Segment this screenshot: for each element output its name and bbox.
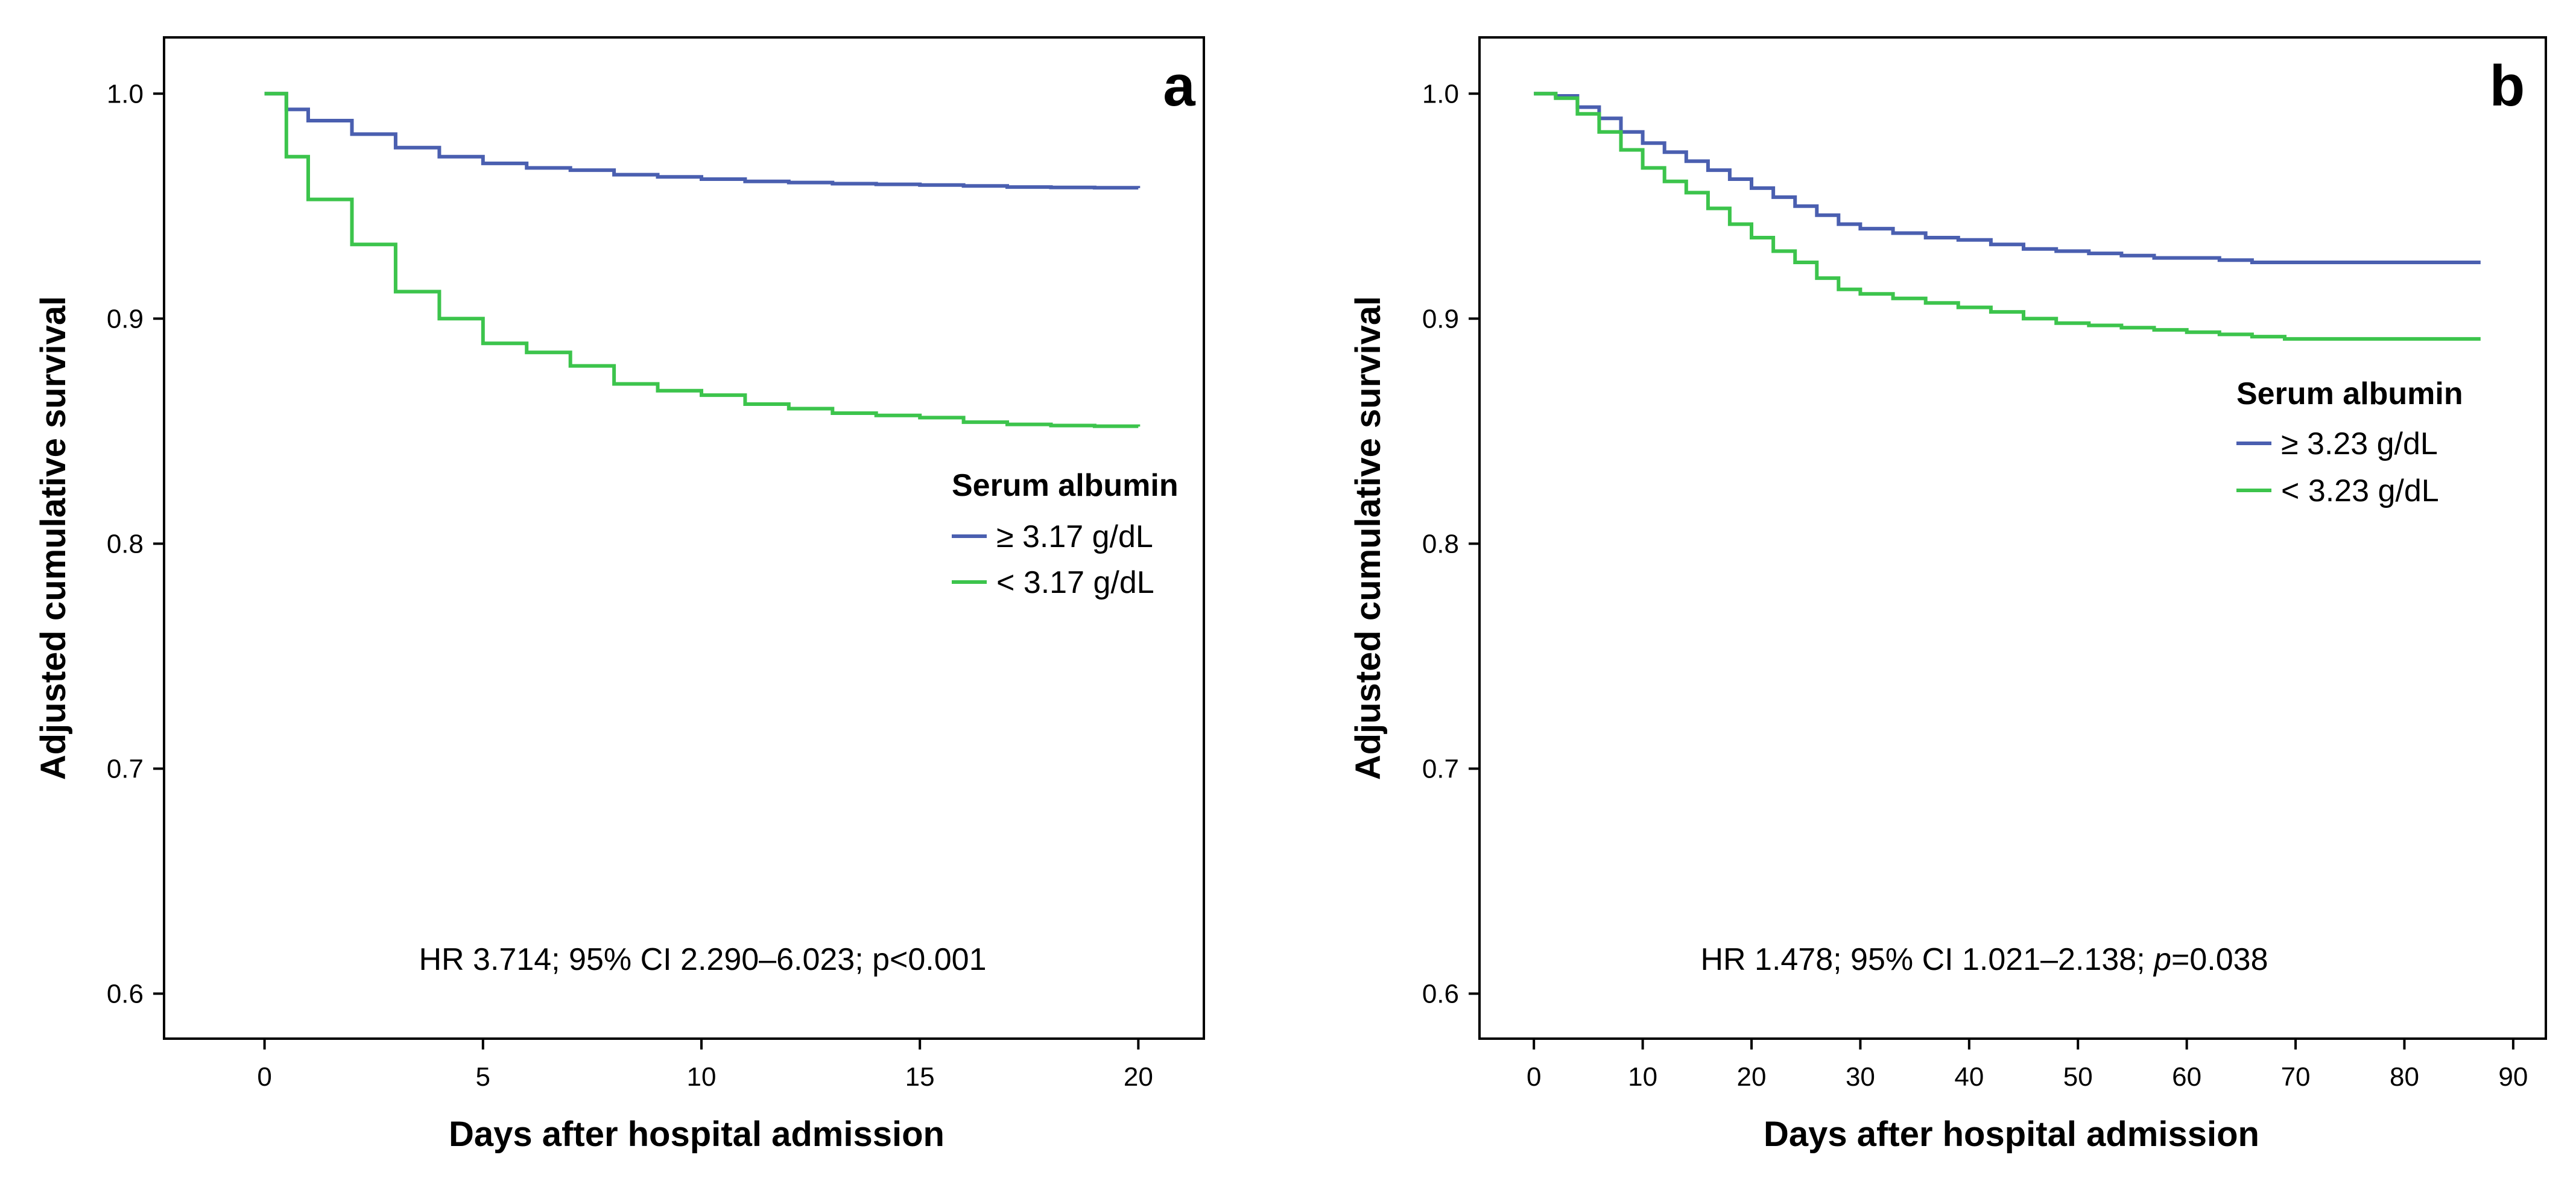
panel-b-x-axis-label: Days after hospital admission [1764,1115,2259,1154]
panel-b-label: b [2490,54,2525,118]
panel-b-legend-item-high: ≥ 3.23 g/dL [2281,426,2438,461]
panel-a-survival-curve-high-albumin [264,92,1141,190]
panel-a-label: a [1163,54,1195,118]
panel-b-annotation-p-value: =0.038 [2171,942,2268,977]
panel-a-x-tick-label: 20 [1124,1062,1153,1092]
panel-b-y-tick-label: 0.6 [1422,979,1459,1008]
panel-b-x-tick-label: 90 [2498,1062,2528,1092]
panel-a-plot-frame [163,36,1205,1040]
panel-a-x-tick-label: 10 [686,1062,716,1092]
panel-b: 0.6 0.7 0.8 0.9 1.0 0 10 20 30 40 50 60 70 80 90 b Da… [1349,36,2547,1154]
panel-a-y-tick-label: 1.0 [107,79,144,109]
panel-b-x-tick-label: 60 [2172,1062,2201,1092]
panel-a-x-tick-label: 0 [257,1062,271,1092]
panel-b-x-tick-label: 70 [2281,1062,2311,1092]
panel-a-hazard-ratio-annotation: HR 3.714; 95% CI 2.290–6.023; p<0.001 [419,942,986,977]
panel-a-y-tick-label: 0.8 [107,529,144,559]
panel-a-x-axis-label: Days after hospital admission [449,1115,945,1154]
panel-a-y-tick-label: 0.9 [107,304,144,334]
panel-b-y-tick-label: 0.7 [1422,754,1459,784]
panel-b-x-tick-label: 40 [1954,1062,1984,1092]
panel-a-y-axis-label: Adjusted cumulative survival [34,296,73,780]
panel-b-survival-curve-high-albumin [1534,92,2481,264]
panel-b-plot-frame [1478,36,2547,1040]
panel-a-x-tick-label: 5 [476,1062,490,1092]
panel-a-y-tick-label: 0.7 [107,754,144,784]
panel-a-survival-curve-low-albumin [264,92,1141,428]
panel-b-annotation-p-symbol: p [2153,942,2171,977]
panel-a-legend-item-high: ≥ 3.17 g/dL [996,519,1153,554]
panel-a: 0.6 0.7 0.8 0.9 1.0 0 5 10 15 20 a Days after ho… [34,36,1205,1154]
panel-b-annotation-stats: HR 1.478; 95% CI 1.021–2.138; [1700,942,2154,977]
panel-a-x-tick-label: 15 [905,1062,935,1092]
panel-b-x-tick-label: 10 [1628,1062,1657,1092]
panel-b-x-tick-label: 80 [2390,1062,2419,1092]
panel-b-x-tick-label: 0 [1527,1062,1541,1092]
panel-a-y-tick-label: 0.6 [107,979,144,1008]
panel-b-y-tick-label: 1.0 [1422,79,1459,109]
panel-a-legend-title: Serum albumin [952,468,1179,503]
panel-b-legend-title: Serum albumin [2236,376,2463,411]
panel-b-x-tick-label: 20 [1737,1062,1767,1092]
panel-b-x-tick-label: 30 [1846,1062,1875,1092]
panel-b-survival-curve-low-albumin [1534,92,2481,341]
panel-b-x-tick-label: 50 [2063,1062,2093,1092]
panel-b-y-axis-label: Adjusted cumulative survival [1349,296,1388,780]
panel-b-y-tick-label: 0.8 [1422,529,1459,559]
panel-b-y-tick-label: 0.9 [1422,304,1459,334]
panel-a-legend-item-low: < 3.17 g/dL [996,565,1154,600]
panel-b-legend-item-low: < 3.23 g/dL [2281,473,2439,508]
panel-b-hazard-ratio-annotation: HR 1.478; 95% CI 1.021–2.138; p=0.038 [1700,942,2268,977]
